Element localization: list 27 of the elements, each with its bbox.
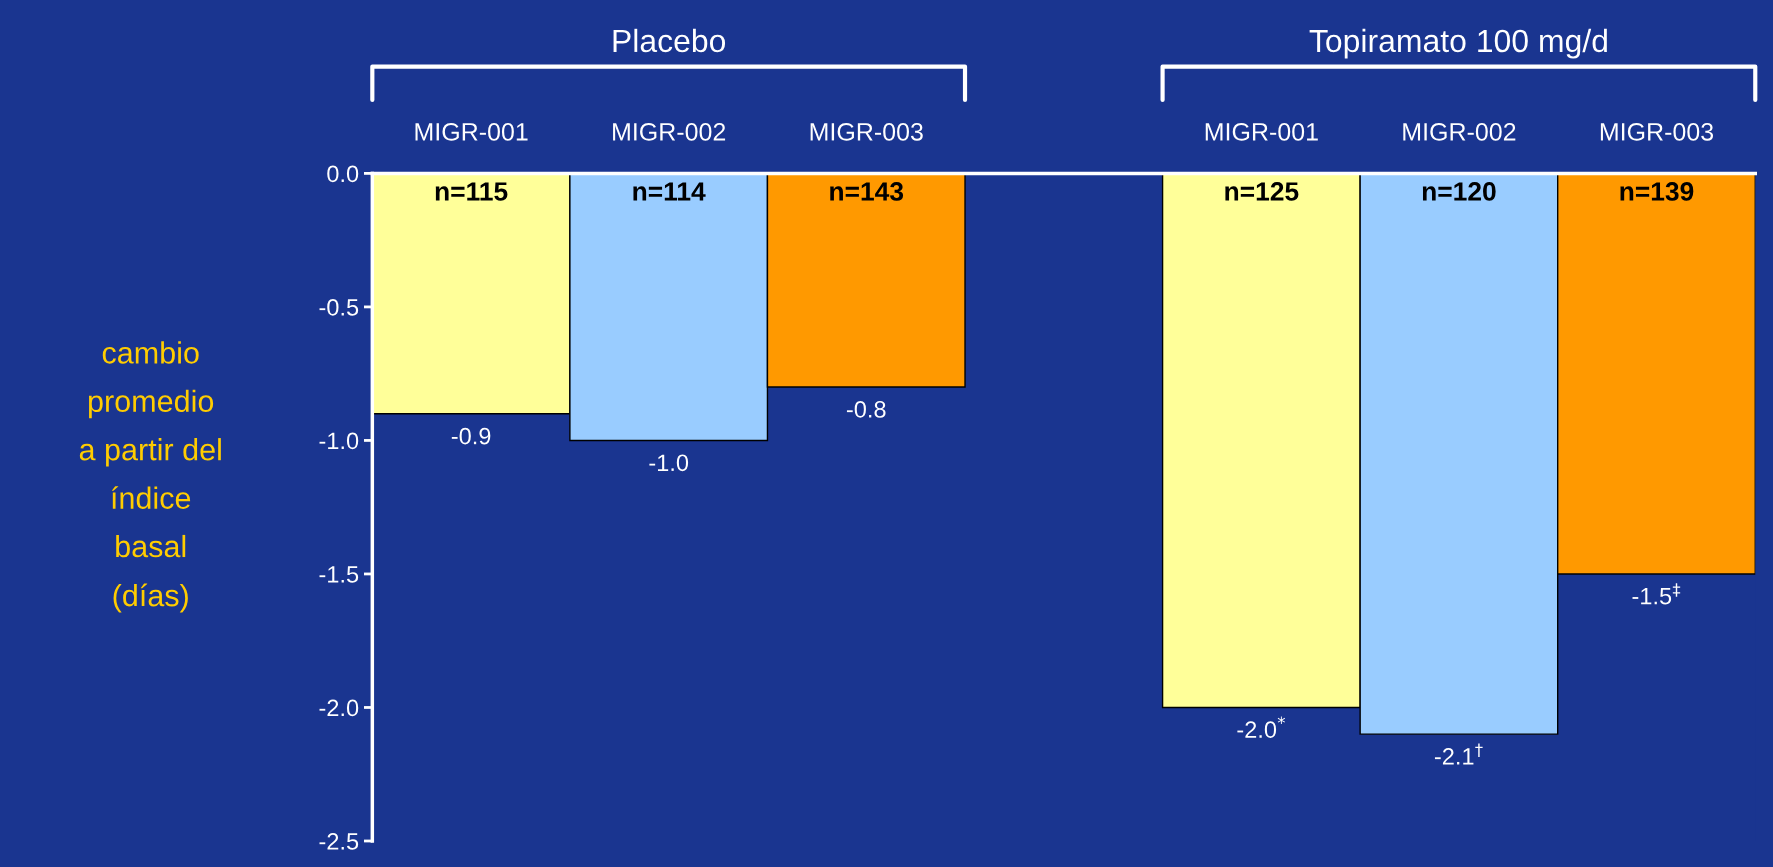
data-label: -2.1$^{†}$: [1434, 743, 1483, 765]
y-tick-label: -2.5: [319, 833, 359, 850]
y-tick-label: -0.5: [319, 298, 359, 316]
x-tick-label: MIGR-002: [613, 122, 726, 141]
annotation: n=139: [1620, 182, 1694, 201]
annotation: n=143: [830, 182, 904, 201]
data-label: -0.9: [451, 427, 491, 445]
annotation: n=125: [1225, 182, 1299, 201]
x-tick-label: MIGR-003: [810, 122, 923, 141]
y-axis-title: cambio promedio a partir del índice basal (días): [79, 341, 221, 613]
x-tick-label: MIGR-001: [415, 122, 528, 141]
y-tick-label: -1.0: [319, 432, 359, 450]
annotation: n=115: [435, 182, 508, 201]
x-tick-label: MIGR-003: [1600, 122, 1714, 141]
text: Placebo: [613, 28, 726, 53]
annotation: n=120: [1422, 182, 1496, 201]
y-tick-label: -2.0: [319, 699, 359, 717]
data-label: -2.0$^{*}$: [1237, 716, 1286, 738]
y-tick-label: -1.5: [319, 566, 359, 583]
data-label: -0.8: [846, 401, 886, 418]
x-tick-label: MIGR-001: [1205, 122, 1318, 141]
annotation: n=114: [633, 182, 706, 201]
x-tick-label: MIGR-002: [1403, 122, 1516, 141]
data-label: -1.0: [649, 454, 689, 472]
text: Topiramato 100 mg/d: [1309, 28, 1607, 59]
data-label: -1.5$^{‡}$: [1632, 583, 1681, 605]
y-tick-label: 0.0: [327, 165, 359, 183]
